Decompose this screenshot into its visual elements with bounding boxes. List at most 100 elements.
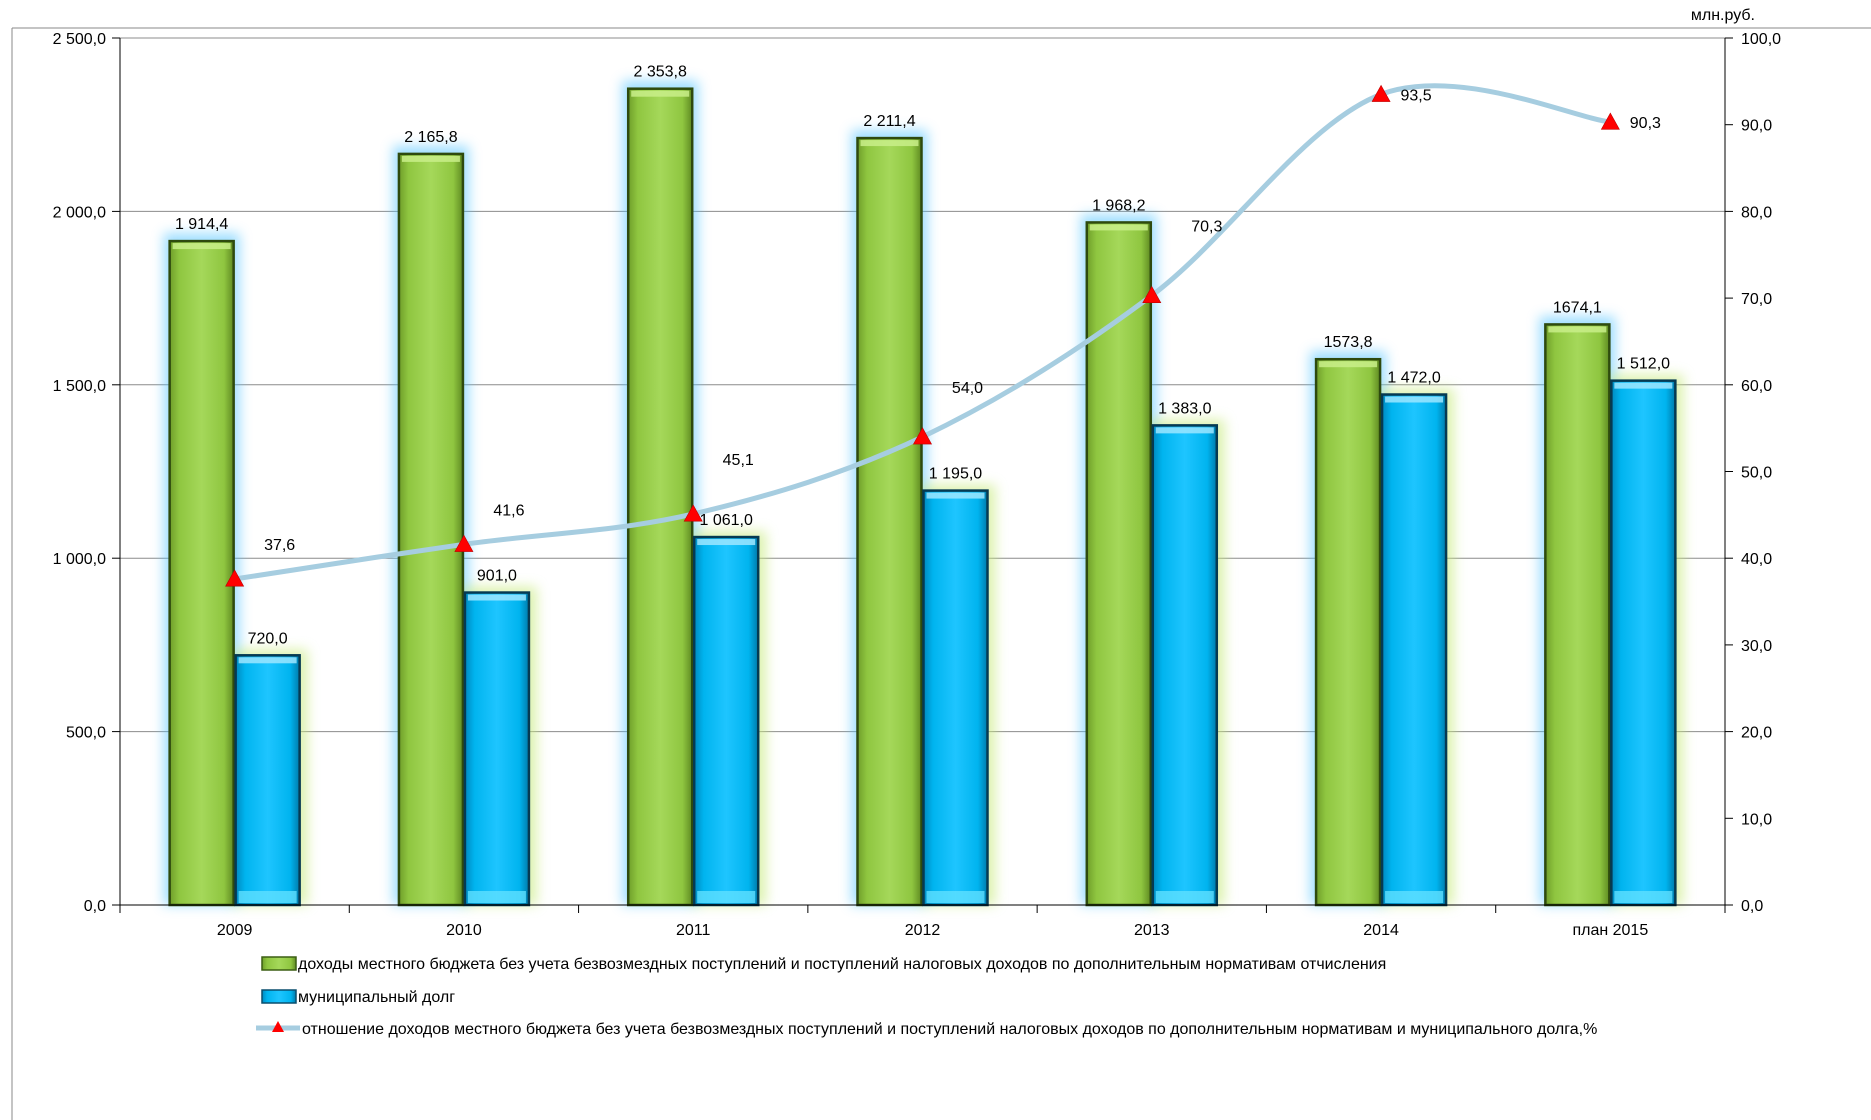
legend-swatch-ratio-marker bbox=[272, 1021, 284, 1032]
right-tick-label: 60,0 bbox=[1741, 378, 1772, 395]
income-bar bbox=[1085, 221, 1153, 907]
ratio-data-label: 41,6 bbox=[493, 502, 524, 519]
debt-data-label: 1 061,0 bbox=[700, 512, 753, 529]
ratio-marker bbox=[1600, 112, 1620, 130]
ratio-data-label: 37,6 bbox=[264, 537, 295, 554]
right-tick-label: 50,0 bbox=[1741, 465, 1772, 482]
left-axis-ticks: 0,0 500,0 1 000,0 1 500,0 2 000,0 2 500,0 bbox=[53, 31, 120, 915]
left-tick-label: 1 500,0 bbox=[53, 378, 106, 395]
income-data-label: 1 914,4 bbox=[175, 216, 228, 233]
debt-bar bbox=[1380, 393, 1448, 907]
ratio-data-label: 45,1 bbox=[723, 452, 754, 469]
income-bar-highlight bbox=[1548, 326, 1607, 333]
income-bar bbox=[1314, 357, 1382, 907]
legend-swatch-income bbox=[261, 956, 297, 971]
debt-data-label: 901,0 bbox=[477, 568, 517, 585]
income-data-label: 1 968,2 bbox=[1092, 197, 1145, 214]
income-bar bbox=[168, 239, 235, 907]
right-tick-label: 0,0 bbox=[1741, 898, 1763, 915]
ratio-marker bbox=[225, 569, 245, 587]
income-bar-highlight bbox=[1089, 224, 1148, 231]
ratio-data-label: 90,3 bbox=[1630, 115, 1661, 132]
debt-data-label: 1 195,0 bbox=[929, 466, 982, 483]
ratio-data-label: 70,3 bbox=[1191, 218, 1222, 235]
right-tick-label: 70,0 bbox=[1741, 291, 1772, 308]
legend-label-ratio: отношение доходов местного бюджета без у… bbox=[302, 1021, 1597, 1038]
debt-bar-base-shine bbox=[926, 891, 985, 903]
income-data-label: 1573,8 bbox=[1324, 334, 1373, 351]
ratio-data-label: 93,5 bbox=[1401, 87, 1432, 104]
debt-data-label: 720,0 bbox=[248, 630, 288, 647]
axes bbox=[119, 38, 1726, 906]
income-bar-highlight bbox=[172, 243, 231, 250]
legend-label-income: доходы местного бюджета без учета безвоз… bbox=[298, 956, 1386, 973]
right-tick-label: 30,0 bbox=[1741, 638, 1772, 655]
debt-bar bbox=[922, 489, 989, 907]
debt-bar bbox=[463, 591, 531, 907]
income-bar-highlight bbox=[1319, 361, 1378, 368]
income-data-label: 2 211,4 bbox=[863, 113, 915, 130]
debt-bar-highlight bbox=[926, 492, 985, 499]
ratio-marker bbox=[1142, 285, 1162, 303]
income-bar-highlight bbox=[860, 140, 919, 147]
debt-bar-highlight bbox=[1385, 396, 1444, 403]
right-tick-label: 100,0 bbox=[1741, 31, 1781, 48]
ratio-data-label: 54,0 bbox=[952, 380, 983, 397]
left-tick-label: 0,0 bbox=[84, 898, 106, 915]
income-data-label: 2 353,8 bbox=[634, 64, 687, 81]
left-tick-label: 500,0 bbox=[66, 725, 106, 742]
legend-swatch-debt bbox=[261, 989, 297, 1004]
right-tick-label: 80,0 bbox=[1741, 204, 1772, 221]
legend-item-debt: муниципальный долг bbox=[261, 989, 455, 1006]
income-bar bbox=[1544, 323, 1611, 907]
ratio-line-layer bbox=[225, 83, 1620, 587]
data-labels: 1 914,4 720,0 2 165,8 901,0 2 353,8 1 061,0 2 … bbox=[175, 64, 1670, 648]
bars bbox=[168, 87, 1677, 907]
legend: доходы местного бюджета без учета безвоз… bbox=[256, 956, 1597, 1038]
debt-data-label: 1 512,0 bbox=[1617, 356, 1670, 373]
right-tick-label: 20,0 bbox=[1741, 725, 1772, 742]
income-data-label: 1674,1 bbox=[1553, 299, 1602, 316]
debt-bar-base-shine bbox=[238, 891, 297, 903]
x-tick-label: 2011 bbox=[676, 922, 711, 939]
income-bar bbox=[856, 136, 923, 907]
income-data-label: 2 165,8 bbox=[404, 129, 457, 146]
debt-bar-base-shine bbox=[1155, 891, 1214, 903]
debt-bar bbox=[1151, 424, 1219, 907]
x-tick-label: 2012 bbox=[905, 922, 941, 939]
income-bar bbox=[626, 87, 694, 907]
debt-bar-highlight bbox=[1614, 382, 1673, 389]
right-tick-label: 90,0 bbox=[1741, 118, 1772, 135]
x-tick-label: 2014 bbox=[1363, 922, 1399, 939]
income-bar-highlight bbox=[401, 155, 460, 162]
legend-label-debt: муниципальный долг bbox=[298, 989, 455, 1006]
debt-bar-highlight bbox=[697, 539, 756, 546]
income-bar-highlight bbox=[631, 90, 690, 97]
debt-bar-highlight bbox=[238, 657, 297, 664]
debt-bar-highlight bbox=[467, 594, 526, 601]
debt-bar-base-shine bbox=[1385, 891, 1444, 903]
unit-label: млн.руб. bbox=[1691, 7, 1755, 24]
left-tick-label: 1 000,0 bbox=[53, 551, 106, 568]
left-tick-label: 2 000,0 bbox=[53, 204, 106, 221]
debt-bar-highlight bbox=[1155, 427, 1214, 434]
debt-bar bbox=[234, 654, 301, 907]
debt-bar-base-shine bbox=[1614, 891, 1673, 903]
x-tick-label: 2009 bbox=[217, 922, 253, 939]
right-tick-label: 40,0 bbox=[1741, 551, 1772, 568]
x-tick-label: 2013 bbox=[1134, 922, 1170, 939]
debt-bar bbox=[692, 535, 760, 907]
right-tick-label: 10,0 bbox=[1741, 811, 1772, 828]
debt-bar bbox=[1610, 379, 1677, 907]
left-tick-label: 2 500,0 bbox=[53, 31, 106, 48]
debt-bar-base-shine bbox=[697, 891, 756, 903]
debt-bar-base-shine bbox=[467, 891, 526, 903]
ratio-marker bbox=[454, 534, 474, 552]
ratio-marker bbox=[912, 427, 933, 445]
debt-data-label: 1 472,0 bbox=[1387, 370, 1440, 387]
legend-item-ratio: отношение доходов местного бюджета без у… bbox=[256, 1021, 1597, 1038]
x-tick-label: план 2015 bbox=[1572, 922, 1648, 939]
ratio-marker bbox=[1371, 84, 1391, 102]
ratio-marker bbox=[683, 504, 703, 522]
